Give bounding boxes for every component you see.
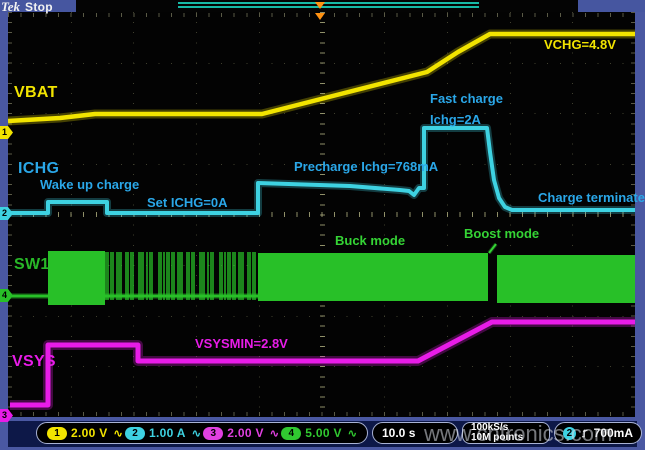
acquisition-readout: 100kS/s 10M points [462,422,550,444]
coupling-icon: ∿ [269,427,279,440]
trigger-position-icon [315,13,325,20]
record-view-line [178,2,479,4]
waveform-display [8,12,635,417]
trigger-position-icon [315,2,325,9]
graticule-line [258,12,260,417]
graticule-line [384,12,386,417]
channel-4-badge: 4 [281,426,302,440]
graticule-line [446,12,448,417]
channel-scale-readouts: 1 2.00 V ∿ 2 1.00 A ∿ 3 2.00 V ∿ 4 5.00 V ∿ [36,422,368,444]
header-segment [480,0,578,12]
time-per-division: 10.0 s [382,426,416,440]
graticule-line [8,113,635,115]
channel-2-readout: 2 1.00 A ∿ [125,426,201,440]
channel-3-badge: 3 [203,426,224,440]
record-view-line [178,6,479,8]
channel-1-scale: 2.00 V [71,426,108,440]
header-segment [76,0,177,12]
graticule-line [572,12,574,417]
trigger-readout: 2 700mA [554,422,642,444]
timebase-readout: 10.0 s [372,422,458,444]
graticule-line [196,12,198,417]
graticule-line [8,265,635,266]
coupling-icon: ∿ [191,427,201,440]
graticule-line [319,12,325,417]
channel-4-scale: 5.00 V [305,426,342,440]
watermark: www.cntronics.com [424,421,613,446]
graticule-line [8,366,635,368]
graticule-line [8,163,635,165]
record-length: 10M points [471,432,524,443]
graticule-line [631,12,635,417]
coupling-icon: ∿ [347,427,357,440]
channel-4-readout: 4 5.00 V ∿ [281,426,357,440]
graticule-line [133,12,135,417]
graticule-line [8,62,635,64]
tek-logo: Tek [1,0,21,14]
graticule-line [8,412,635,416]
channel-2-scale: 1.00 A [149,426,186,440]
channel-1-readout: 1 2.00 V ∿ [47,426,123,440]
channel-1-badge: 1 [47,426,67,440]
sample-rate: 100kS/s [471,422,509,433]
channel-2-badge: 2 [125,426,146,440]
acquisition-status: Stop [25,0,53,14]
acquisition-preview-bar [177,0,480,12]
channel-3-scale: 2.00 V [227,426,264,440]
trigger-source-badge: 2 [563,426,576,440]
channel-3-readout: 3 2.00 V ∿ [203,426,279,440]
coupling-icon: ∿ [113,427,123,440]
brand-status: Tek Stop [1,0,53,16]
top-status-bar: Tek Stop [0,0,645,14]
graticule-line [8,214,635,216]
readout-bar: 1 2.00 V ∿ 2 1.00 A ∿ 3 2.00 V ∿ 4 5.00 V ∿ 10.0 s … [8,421,642,447]
rising-edge-icon [581,428,588,437]
graticule-line [8,212,635,218]
graticule-line [70,12,72,417]
graticule-line [509,12,511,417]
graticule-line [321,12,323,417]
graticule-line [8,315,635,317]
trigger-level: 700mA [593,426,633,440]
